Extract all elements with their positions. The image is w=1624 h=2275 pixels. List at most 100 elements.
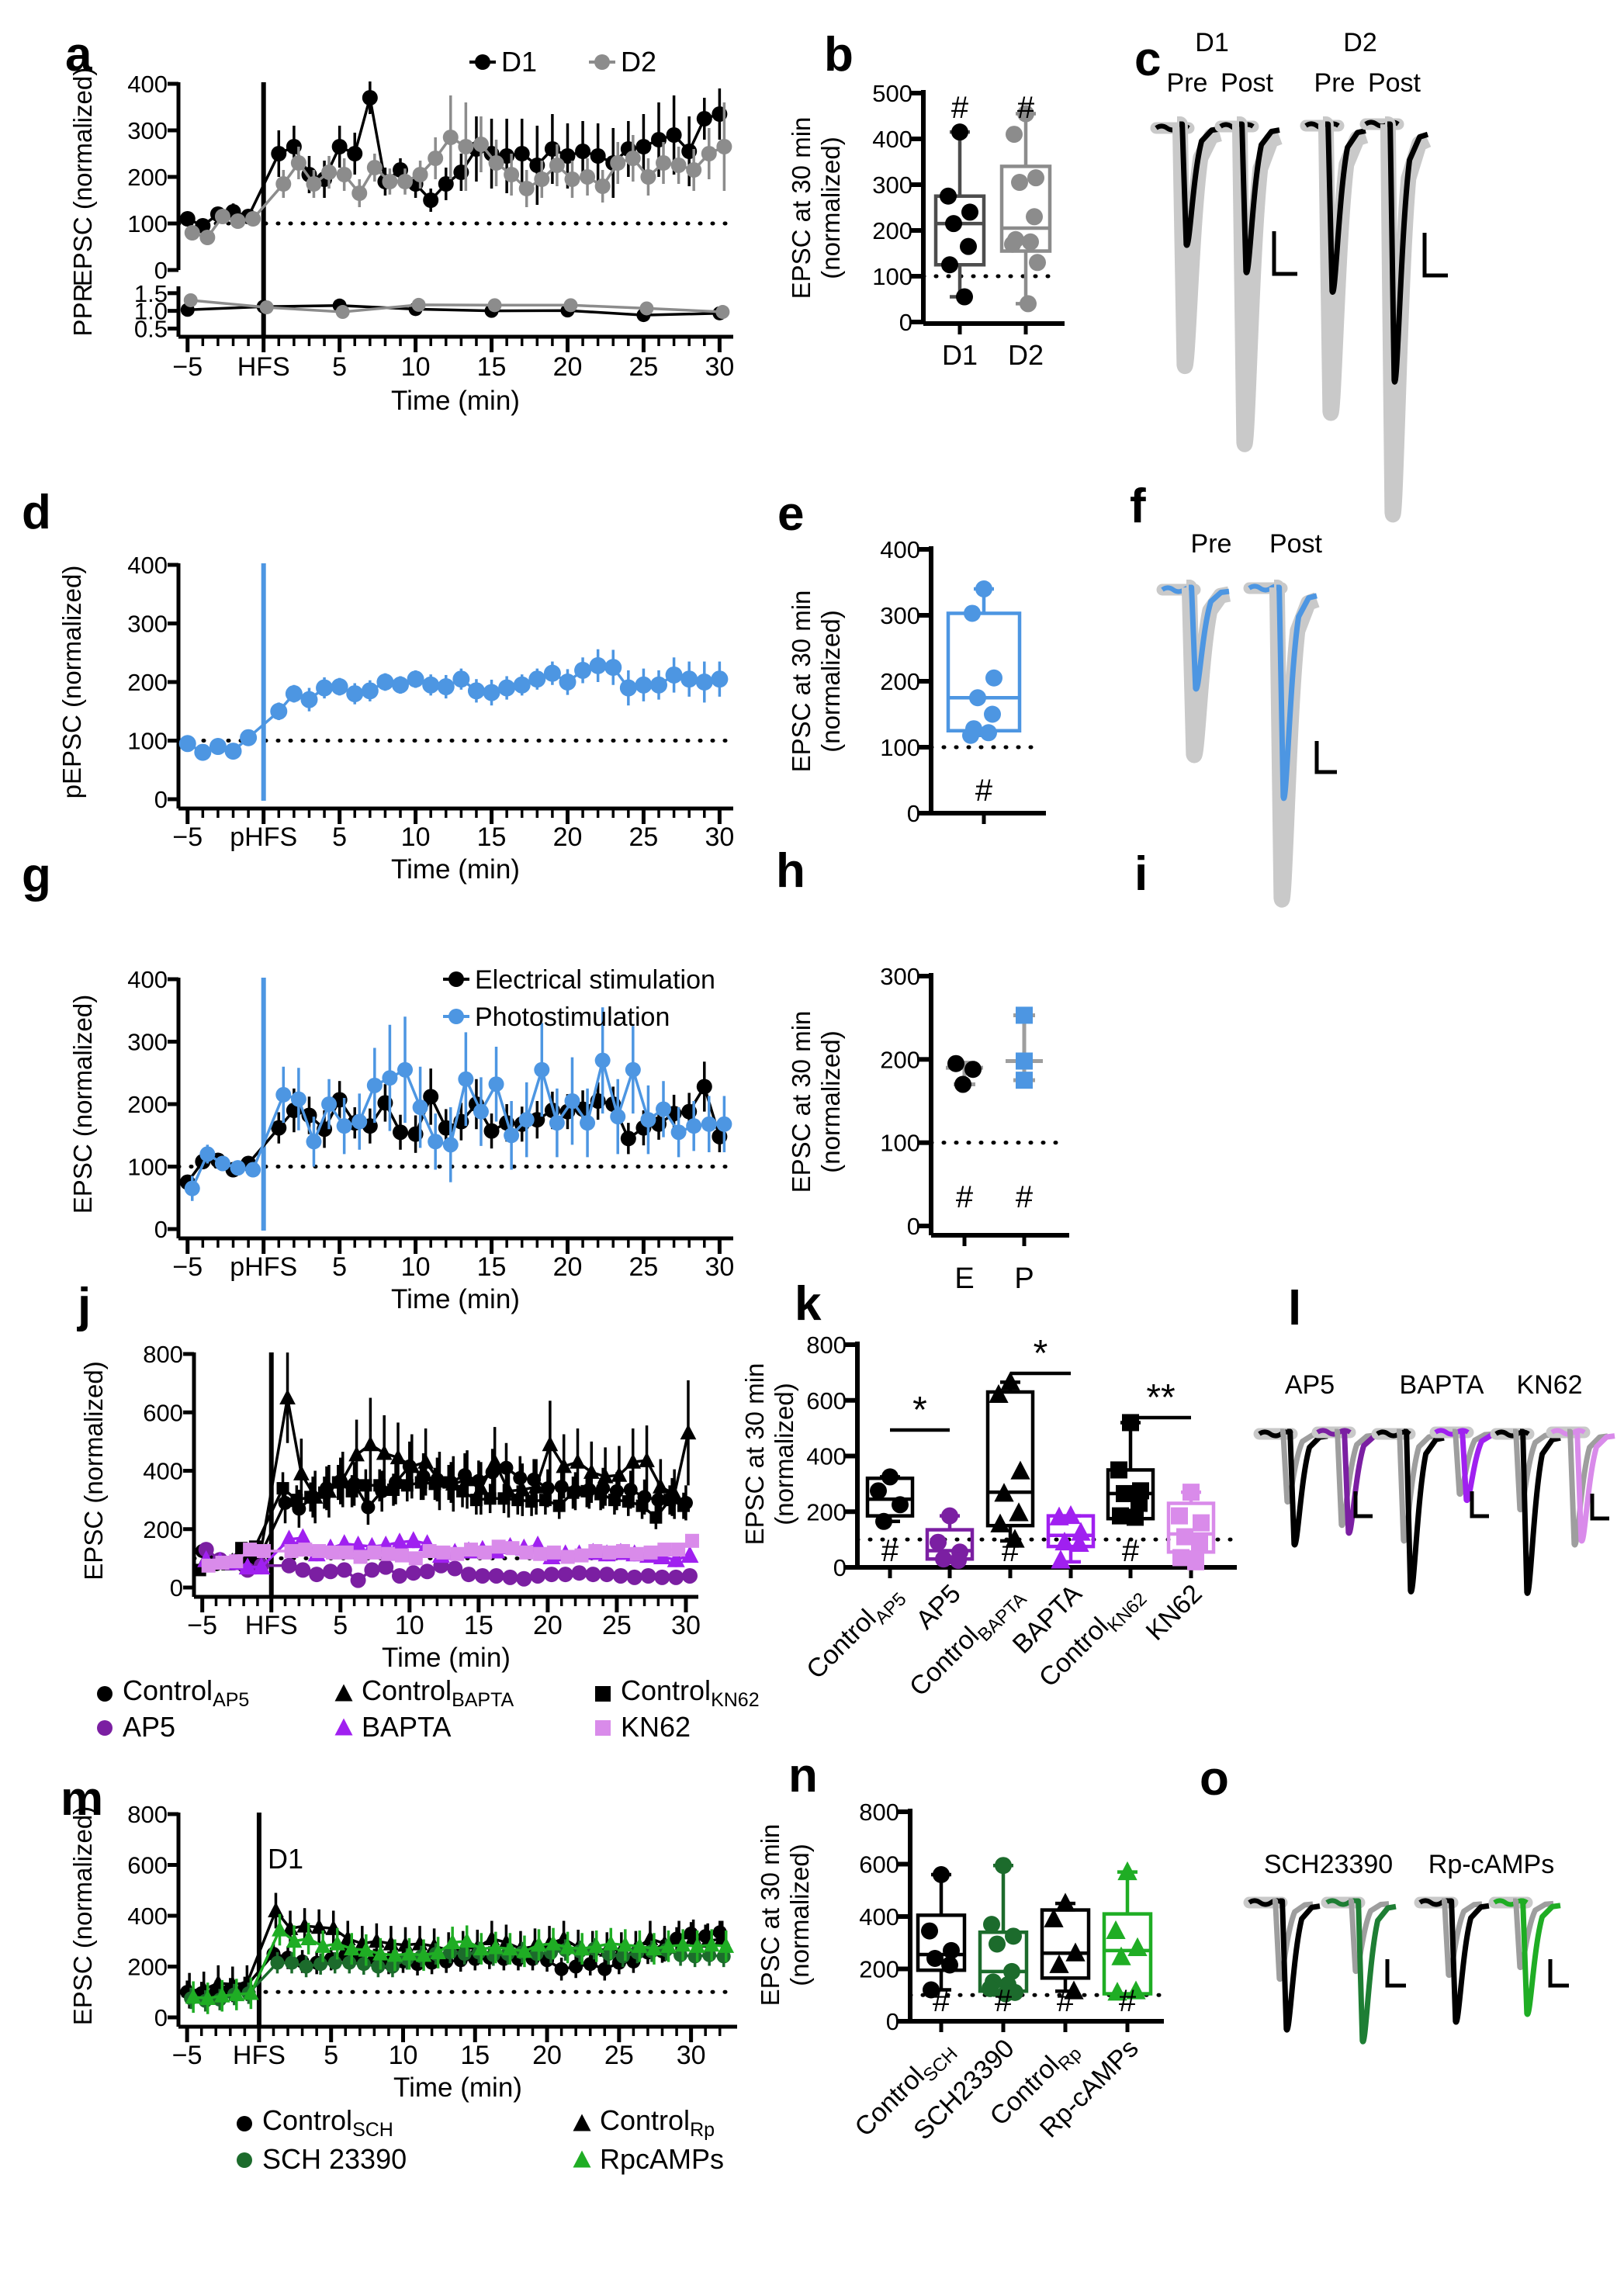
y-tick-label: 0 (886, 2008, 899, 2035)
marker-square (469, 1494, 483, 1507)
marker-square (373, 1479, 386, 1492)
marker-square (635, 1499, 649, 1512)
marker-circle (701, 1116, 717, 1132)
marker-triangle (1117, 1861, 1137, 1881)
marker-triangle (272, 1920, 288, 1937)
marker-triangle (487, 1938, 504, 1955)
trace-label: Post (1368, 68, 1421, 98)
y-tick-label: 200 (880, 1046, 920, 1073)
marker-circle (534, 171, 550, 187)
x-tick-label: pHFS (230, 822, 297, 852)
marker-circle (543, 664, 561, 682)
x-tick-label: −5 (172, 822, 203, 852)
x-tick-label: 5 (324, 2041, 338, 2070)
marker-circle (933, 1866, 950, 1883)
marker-circle (407, 670, 424, 688)
marker-circle (941, 256, 958, 274)
marker-triangle (1111, 1946, 1131, 1965)
marker-triangle (430, 1944, 446, 1960)
cat-label: P (1014, 1262, 1034, 1295)
marker-triangle (279, 1389, 296, 1404)
marker-circle (448, 971, 464, 987)
y-tick-label: 0 (154, 257, 168, 284)
marker-circle (514, 146, 530, 161)
marker-circle (585, 1567, 601, 1583)
marker-square (1127, 1508, 1144, 1526)
y-axis-title: EPSC (normalized) (79, 1361, 108, 1580)
y-tick-label: 200 (127, 1091, 168, 1118)
trace-label: KN62 (1516, 1370, 1582, 1400)
marker-circle (313, 1957, 328, 1972)
marker-circle (518, 1112, 535, 1128)
marker-square (491, 1539, 506, 1554)
x-tick-label: 25 (604, 2041, 634, 2070)
marker-circle (488, 1567, 504, 1584)
marker-circle (447, 1560, 463, 1577)
marker-circle (461, 1567, 477, 1583)
marker-circle (278, 1495, 293, 1510)
y-tick-label: 200 (872, 217, 912, 244)
marker-circle (397, 174, 413, 189)
scale-bar (1353, 1491, 1373, 1518)
x-tick-label: 30 (671, 1611, 701, 1640)
y-tick-label: 300 (880, 602, 920, 629)
x-tick-label: 10 (389, 2041, 418, 2070)
x-tick-label: 30 (705, 1252, 734, 1282)
marker-circle (178, 735, 196, 753)
marker-triangle (1051, 1550, 1071, 1569)
marker-circle (448, 1009, 464, 1024)
marker-circle (285, 1955, 300, 1970)
marker-circle (984, 705, 1001, 723)
marker-circle (686, 1118, 702, 1134)
epsc-trace (1460, 1428, 1501, 1503)
marker-circle (956, 288, 973, 306)
annotation: D1 (268, 1843, 303, 1875)
marker-circle (599, 1567, 615, 1583)
marker-triangle (653, 1477, 669, 1494)
marker-square (450, 1546, 465, 1561)
marker-square (602, 1545, 617, 1560)
x-tick-label: −5 (172, 2041, 203, 2070)
marker-circle (589, 656, 607, 674)
epsc-trace (1520, 1428, 1561, 1596)
marker-circle (921, 1922, 938, 1940)
marker-triangle (1009, 1502, 1029, 1522)
y-tick-label: 100 (127, 210, 168, 237)
marker-circle (281, 1557, 297, 1574)
marker-triangle (588, 1937, 605, 1953)
marker-circle (290, 1091, 306, 1107)
y-axis-title: EPSC (normalized) (68, 995, 97, 1214)
x-tick-label: 25 (629, 822, 659, 852)
y-tick-label: 800 (127, 1801, 168, 1828)
marker-circle (696, 1079, 712, 1095)
marker-circle (393, 1124, 408, 1141)
panel-letter-a: a (65, 28, 92, 81)
marker-circle (356, 1957, 371, 1972)
marker-square (304, 1491, 317, 1504)
marker-circle (575, 144, 591, 159)
x-tick-label: −5 (172, 352, 203, 382)
marker-circle (528, 670, 546, 688)
marker-circle (275, 176, 292, 192)
marker-triangle (314, 1937, 331, 1953)
y-tick-label: 400 (143, 1458, 183, 1485)
epsc-trace (1276, 584, 1318, 802)
marker-triangle (680, 1424, 697, 1440)
marker-circle (1027, 169, 1044, 187)
trace-label: Post (1221, 68, 1274, 98)
marker-circle (361, 682, 379, 700)
y-tick-label: 400 (872, 126, 912, 153)
hash-mark: # (956, 1180, 974, 1214)
marker-circle (336, 167, 352, 182)
marker-circle (458, 1071, 474, 1087)
marker-circle (513, 676, 531, 694)
marker-square (1172, 1549, 1189, 1567)
marker-square (649, 1511, 663, 1524)
y-tick-label: 100 (127, 728, 168, 755)
marker-square (436, 1545, 451, 1560)
marker-circle (442, 130, 459, 145)
trace-label: Pre (1167, 68, 1208, 98)
x-tick-label: 20 (533, 1611, 563, 1640)
marker-circle (654, 1569, 670, 1585)
series-line (187, 304, 720, 317)
